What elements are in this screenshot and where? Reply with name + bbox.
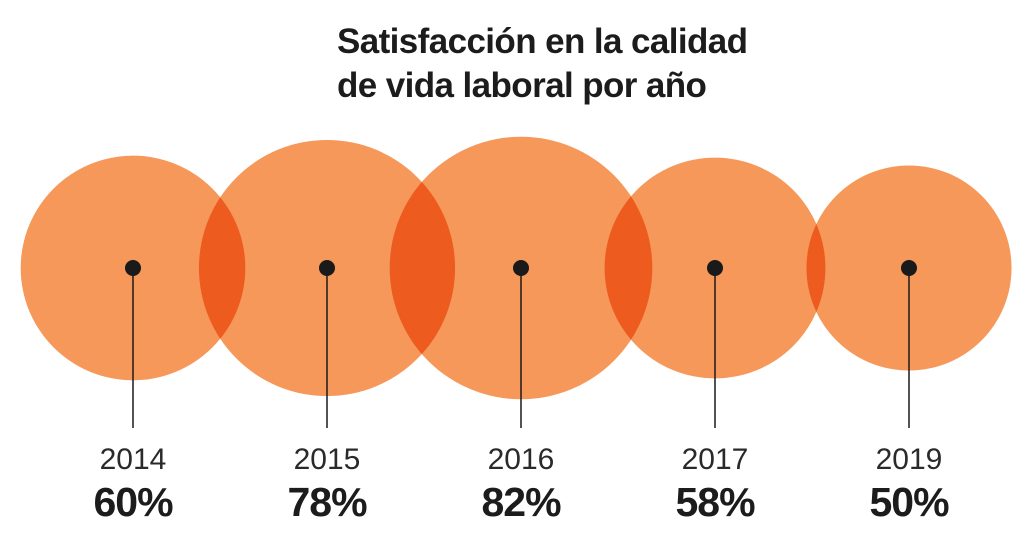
value-label-2015: 78% xyxy=(287,479,367,525)
year-label-2016: 2016 xyxy=(488,443,555,476)
value-label-2016: 82% xyxy=(481,479,561,525)
markers-layer xyxy=(125,260,917,428)
center-dot-2014 xyxy=(125,260,141,276)
value-label-2014: 60% xyxy=(93,479,173,525)
chart-title-line-2: de vida laboral por año xyxy=(337,66,707,105)
year-label-2017: 2017 xyxy=(682,443,749,476)
year-label-2019: 2019 xyxy=(876,443,943,476)
year-label-2014: 2014 xyxy=(100,443,167,476)
center-dot-2019 xyxy=(901,260,917,276)
center-dot-2016 xyxy=(513,260,529,276)
chart-title: Satisfacción en la calidad de vida labor… xyxy=(337,20,748,108)
center-dot-2015 xyxy=(319,260,335,276)
year-label-2015: 2015 xyxy=(294,443,361,476)
center-dot-2017 xyxy=(707,260,723,276)
value-label-2019: 50% xyxy=(869,479,949,525)
chart-title-line-1: Satisfacción en la calidad xyxy=(337,22,748,61)
value-label-2017: 58% xyxy=(675,479,755,525)
